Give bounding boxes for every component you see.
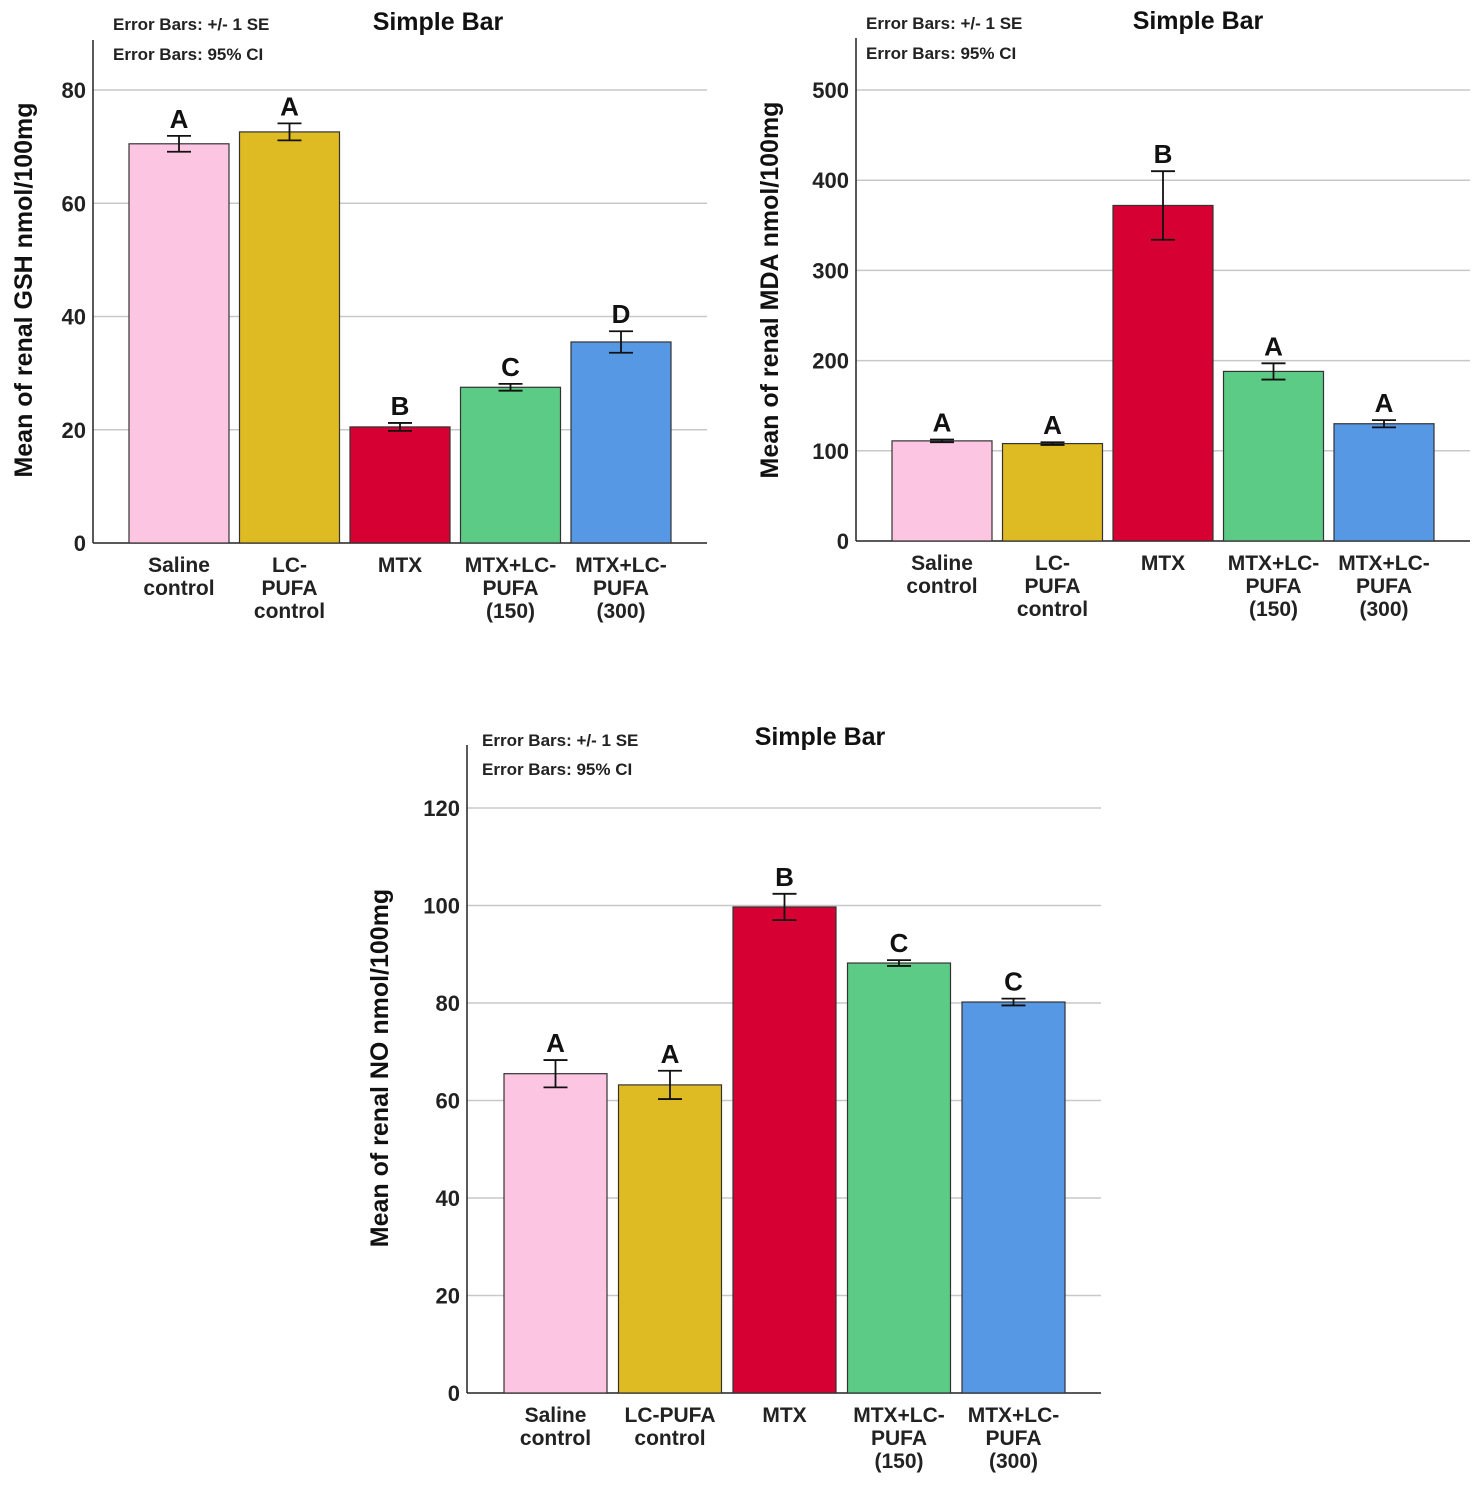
no-category-label: LC-PUFA control: [625, 1404, 716, 1450]
no-error-bar-note: Error Bars: +/- 1 SE: [482, 731, 638, 750]
mda-bar: [1112, 204, 1214, 542]
no-y-tick-label: 100: [423, 894, 460, 919]
no-error-bar: [658, 1069, 682, 1100]
gsh-category-label: MTX+LC-PUFA (300): [575, 554, 667, 623]
no-y-tick-label: 80: [436, 991, 460, 1016]
mda-error-bar: [1372, 419, 1396, 429]
gsh-significance-letter: A: [280, 91, 299, 121]
gsh-bar: [128, 143, 230, 544]
mda-y-tick-label: 300: [812, 258, 849, 283]
no-error-bar: [887, 959, 911, 967]
gsh-category-label: MTX+LC-PUFA (150): [465, 554, 557, 623]
gsh-y-axis-label: Mean of renal GSH nmol/100mg: [10, 102, 38, 477]
mda-y-tick-label: 400: [812, 168, 849, 193]
mda-significance-letter: B: [1154, 139, 1173, 169]
mda-error-bar: [1261, 362, 1286, 381]
mda-y-tick-label: 200: [812, 349, 849, 374]
gsh-error-bar: [498, 382, 523, 392]
gsh-error-bar: [277, 122, 302, 142]
no-significance-letter: A: [661, 1039, 680, 1069]
mda-category-label: MTX+LC-PUFA (300): [1338, 552, 1430, 621]
no-error-bar: [1001, 997, 1026, 1007]
no-significance-letter: C: [1004, 967, 1023, 997]
gsh-bar: [349, 426, 451, 544]
gsh-significance-letter: D: [612, 299, 631, 329]
mda-category-label: MTX: [1141, 552, 1185, 575]
mda-significance-letter: A: [1375, 388, 1394, 418]
gsh-significance-letter: B: [391, 391, 410, 421]
gsh-significance-letter: A: [170, 104, 189, 134]
gsh-y-tick-label: 20: [62, 418, 86, 443]
no-bar: [503, 1073, 608, 1394]
no-bar: [961, 1001, 1066, 1394]
no-bar: [732, 906, 837, 1394]
no-category-label: Saline control: [520, 1404, 591, 1450]
mda-error-bar: [1151, 170, 1175, 241]
mda-category-label: MTX+LC-PUFA (150): [1228, 552, 1320, 621]
mda-y-tick-label: 500: [812, 78, 849, 103]
mda-y-axis-label: Mean of renal MDA nmol/100mg: [756, 102, 784, 479]
no-category-label: MTX: [762, 1404, 806, 1427]
gsh-category-label: Saline control: [143, 554, 214, 600]
no-y-tick-label: 0: [448, 1381, 460, 1406]
no-significance-letter: C: [890, 928, 909, 958]
no-significance-letter: A: [546, 1028, 565, 1058]
no-error-bar-note: Error Bars: 95% CI: [482, 760, 632, 779]
mda-significance-letter: A: [1264, 331, 1283, 361]
no-y-axis-label: Mean of renal NO nmol/100mg: [366, 889, 394, 1247]
gsh-chart-title: Simple Bar: [373, 8, 504, 36]
no-category-label: MTX+LC-PUFA (300): [968, 1404, 1060, 1473]
gsh-error-bar: [167, 134, 191, 153]
mda-error-bar: [930, 438, 954, 444]
gsh-error-bar: [388, 422, 412, 432]
mda-bar: [1001, 442, 1104, 542]
gsh-bar: [570, 341, 672, 544]
gsh-category-label: MTX: [378, 554, 422, 577]
mda-category-label: Saline control: [906, 552, 977, 598]
no-bar: [846, 962, 952, 1394]
gsh-error-bar-note: Error Bars: 95% CI: [113, 45, 263, 64]
no-error-bar: [543, 1059, 568, 1089]
no-y-tick-label: 20: [436, 1284, 460, 1309]
gsh-y-tick-label: 40: [62, 305, 86, 330]
no-y-tick-label: 60: [436, 1089, 460, 1114]
no-y-tick-label: 40: [436, 1186, 460, 1211]
gsh-significance-letter: C: [501, 352, 520, 382]
gsh-y-tick-label: 60: [62, 191, 86, 216]
gsh-category-label: LC-PUFA control: [254, 554, 325, 623]
gsh-bar: [459, 386, 562, 544]
no-significance-letter: B: [775, 862, 794, 892]
mda-chart: 0 100 200 300 400 500 Simple Bar Error Bars: +/…: [756, 7, 1470, 621]
mda-bar: [891, 440, 993, 542]
mda-significance-letter: A: [1043, 410, 1062, 440]
gsh-error-bar-note: Error Bars: +/- 1 SE: [113, 15, 269, 34]
no-bar: [617, 1084, 723, 1394]
no-category-label: MTX+LC-PUFA (150): [853, 1404, 945, 1473]
no-y-tick-label: 120: [423, 796, 460, 821]
mda-error-bar-note: Error Bars: 95% CI: [866, 44, 1016, 63]
gsh-error-bar: [609, 330, 633, 354]
no-chart-title: Simple Bar: [755, 723, 886, 751]
gsh-y-tick-label: 0: [74, 531, 86, 556]
mda-y-tick-label: 0: [837, 529, 849, 554]
mda-y-tick-label: 100: [812, 439, 849, 464]
mda-bar: [1222, 370, 1325, 542]
gsh-y-tick-label: 80: [62, 78, 86, 103]
gsh-bar: [238, 131, 341, 544]
mda-error-bar-note: Error Bars: +/- 1 SE: [866, 14, 1022, 33]
no-error-bar: [772, 892, 797, 922]
no-chart: 0 20 40 60 80 100 120 Simple Bar Error Bars: +/-…: [366, 723, 1101, 1473]
mda-bar: [1333, 423, 1435, 542]
mda-significance-letter: A: [933, 408, 952, 438]
mda-chart-title: Simple Bar: [1133, 7, 1264, 35]
mda-error-bar: [1040, 441, 1065, 446]
gsh-chart: 0 20 40 60 80 Simple Bar Error Bars: +/- 1 SE E…: [10, 8, 707, 623]
mda-category-label: LC-PUFA control: [1017, 552, 1088, 621]
